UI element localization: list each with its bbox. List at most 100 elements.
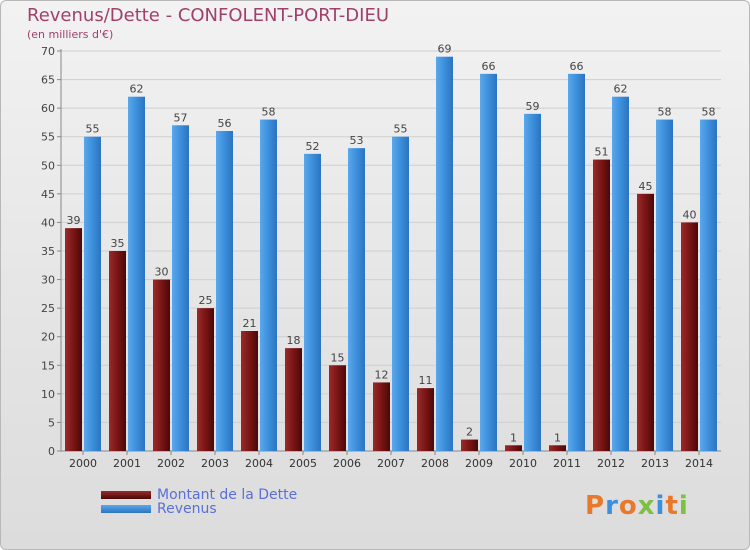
bar-debt — [461, 439, 478, 451]
bar-debt — [593, 159, 610, 452]
data-label-revenue: 56 — [218, 117, 232, 130]
data-label-revenue: 52 — [306, 140, 320, 153]
data-label-debt: 1 — [554, 431, 561, 444]
bar-revenue — [700, 119, 717, 452]
bar-debt — [681, 222, 698, 451]
data-label-revenue: 62 — [130, 83, 144, 96]
y-tick-label: 30 — [41, 274, 55, 287]
bar-revenue — [348, 148, 365, 451]
bar-debt — [417, 388, 434, 451]
data-label-revenue: 55 — [394, 123, 408, 136]
x-tick-label: 2011 — [553, 457, 581, 470]
data-label-revenue: 57 — [174, 111, 188, 124]
logo-letter: i — [678, 491, 689, 521]
legend-label-revenue: Revenus — [157, 501, 217, 517]
data-label-debt: 35 — [111, 237, 125, 250]
data-label-debt: 45 — [639, 180, 653, 193]
bar-revenue — [612, 96, 629, 451]
y-tick-label: 35 — [41, 245, 55, 258]
data-label-debt: 39 — [67, 214, 81, 227]
data-label-revenue: 53 — [350, 134, 364, 147]
x-tick-label: 2001 — [113, 457, 141, 470]
y-tick-label: 0 — [48, 445, 55, 458]
bar-debt — [373, 382, 390, 451]
logo-letter: x — [637, 491, 656, 521]
bar-revenue — [128, 96, 145, 451]
logo-letter: i — [655, 491, 666, 521]
x-tick-label: 2006 — [333, 457, 361, 470]
bar-revenue — [480, 73, 497, 451]
data-label-revenue: 62 — [614, 83, 628, 96]
bar-revenue — [172, 125, 189, 452]
logo-letter: t — [665, 491, 679, 521]
data-label-debt: 40 — [683, 208, 697, 221]
y-tick-label: 40 — [41, 216, 55, 229]
data-label-debt: 51 — [595, 146, 609, 159]
logo-letter: o — [618, 491, 638, 521]
data-label-revenue: 58 — [658, 106, 672, 119]
data-label-revenue: 66 — [570, 60, 584, 73]
bar-revenue — [216, 131, 233, 451]
bar-debt — [153, 279, 170, 451]
data-label-debt: 18 — [287, 334, 301, 347]
bar-debt — [109, 251, 126, 451]
x-tick-label: 2000 — [69, 457, 97, 470]
bar-debt — [637, 193, 654, 451]
data-label-debt: 21 — [243, 317, 257, 330]
bar-debt — [505, 445, 522, 451]
y-tick-label: 70 — [41, 45, 55, 58]
legend-swatch-revenue — [101, 505, 151, 513]
bar-debt — [329, 365, 346, 451]
bar-revenue — [304, 153, 321, 451]
x-tick-label: 2003 — [201, 457, 229, 470]
y-tick-label: 55 — [41, 131, 55, 144]
bar-debt — [197, 308, 214, 451]
bar-revenue — [436, 56, 453, 451]
data-label-debt: 25 — [199, 294, 213, 307]
y-tick-label: 10 — [41, 388, 55, 401]
data-label-revenue: 66 — [482, 60, 496, 73]
bar-revenue — [524, 113, 541, 451]
data-label-debt: 30 — [155, 266, 169, 279]
y-tick-label: 5 — [48, 416, 55, 429]
chart-title: Revenus/Dette - CONFOLENT-PORT-DIEU — [27, 5, 390, 26]
bar-revenue — [656, 119, 673, 452]
logo-letter: P — [585, 491, 606, 521]
logo-letter: r — [605, 491, 619, 521]
y-tick-label: 65 — [41, 74, 55, 87]
bar-revenue — [84, 136, 101, 451]
x-tick-label: 2008 — [421, 457, 449, 470]
bar-debt — [285, 348, 302, 451]
y-tick-label: 25 — [41, 302, 55, 315]
proxiti-logo: Proxiti — [585, 491, 689, 521]
x-tick-label: 2014 — [685, 457, 713, 470]
data-label-revenue: 58 — [262, 106, 276, 119]
y-tick-label: 50 — [41, 159, 55, 172]
bar-debt — [65, 228, 82, 451]
bar-revenue — [392, 136, 409, 451]
y-tick-label: 20 — [41, 331, 55, 344]
x-tick-label: 2005 — [289, 457, 317, 470]
x-tick-label: 2002 — [157, 457, 185, 470]
y-tick-label: 45 — [41, 188, 55, 201]
y-tick-label: 15 — [41, 359, 55, 372]
bar-debt — [549, 445, 566, 451]
bars — [65, 56, 717, 452]
x-tick-label: 2012 — [597, 457, 625, 470]
bar-revenue — [260, 119, 277, 452]
chart-subtitle: (en milliers d'€) — [27, 28, 114, 41]
data-label-debt: 15 — [331, 351, 345, 364]
data-label-revenue: 59 — [526, 100, 540, 113]
data-label-revenue: 69 — [438, 43, 452, 56]
data-label-revenue: 55 — [86, 123, 100, 136]
grid-lines — [61, 50, 721, 452]
data-label-revenue: 58 — [702, 106, 716, 119]
bar-debt — [241, 331, 258, 451]
legend-label-debt: Montant de la Dette — [157, 487, 298, 503]
x-tick-label: 2007 — [377, 457, 405, 470]
data-label-debt: 1 — [510, 431, 517, 444]
x-tick-label: 2010 — [509, 457, 537, 470]
x-tick-label: 2004 — [245, 457, 273, 470]
